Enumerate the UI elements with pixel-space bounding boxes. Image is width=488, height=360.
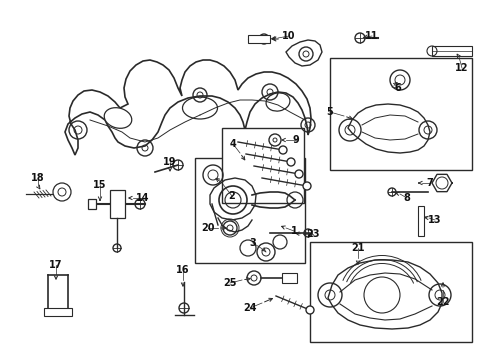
Text: 17: 17	[49, 260, 62, 270]
Bar	[195, 158, 305, 263]
Text: 12: 12	[454, 63, 468, 73]
Circle shape	[286, 158, 294, 166]
Bar	[247, 35, 269, 43]
Polygon shape	[65, 60, 310, 155]
Text: 4: 4	[229, 139, 236, 149]
Text: 13: 13	[427, 215, 441, 225]
Bar	[110, 190, 125, 218]
Text: 3: 3	[249, 238, 256, 248]
Bar	[309, 242, 471, 342]
Text: 24: 24	[243, 303, 256, 313]
Text: 15: 15	[93, 180, 106, 190]
Polygon shape	[222, 128, 304, 203]
Bar	[88, 199, 96, 209]
Bar	[431, 46, 471, 56]
Text: 6: 6	[394, 83, 401, 93]
Text: 1: 1	[290, 226, 297, 236]
Text: 14: 14	[136, 193, 149, 203]
Text: 22: 22	[435, 297, 449, 307]
Ellipse shape	[104, 108, 131, 128]
Bar	[329, 58, 471, 170]
Text: 23: 23	[305, 229, 319, 239]
Ellipse shape	[182, 97, 217, 119]
Text: 16: 16	[176, 265, 189, 275]
Text: 21: 21	[350, 243, 364, 253]
Text: 9: 9	[292, 135, 299, 145]
Text: 10: 10	[282, 31, 295, 41]
Circle shape	[305, 306, 313, 314]
Text: 11: 11	[365, 31, 378, 41]
Bar	[417, 206, 423, 236]
Text: 19: 19	[163, 157, 176, 167]
Circle shape	[279, 146, 286, 154]
Text: 7: 7	[426, 178, 432, 188]
Text: 20: 20	[201, 223, 214, 233]
Text: 5: 5	[326, 107, 333, 117]
Text: 18: 18	[31, 173, 45, 183]
Text: 25: 25	[223, 278, 236, 288]
Polygon shape	[285, 40, 321, 66]
Circle shape	[294, 170, 303, 178]
Ellipse shape	[265, 93, 289, 111]
Bar	[282, 273, 296, 283]
Circle shape	[53, 183, 71, 201]
Bar	[44, 308, 72, 316]
Circle shape	[303, 182, 310, 190]
Text: 2: 2	[228, 191, 235, 201]
Text: 8: 8	[403, 193, 409, 203]
